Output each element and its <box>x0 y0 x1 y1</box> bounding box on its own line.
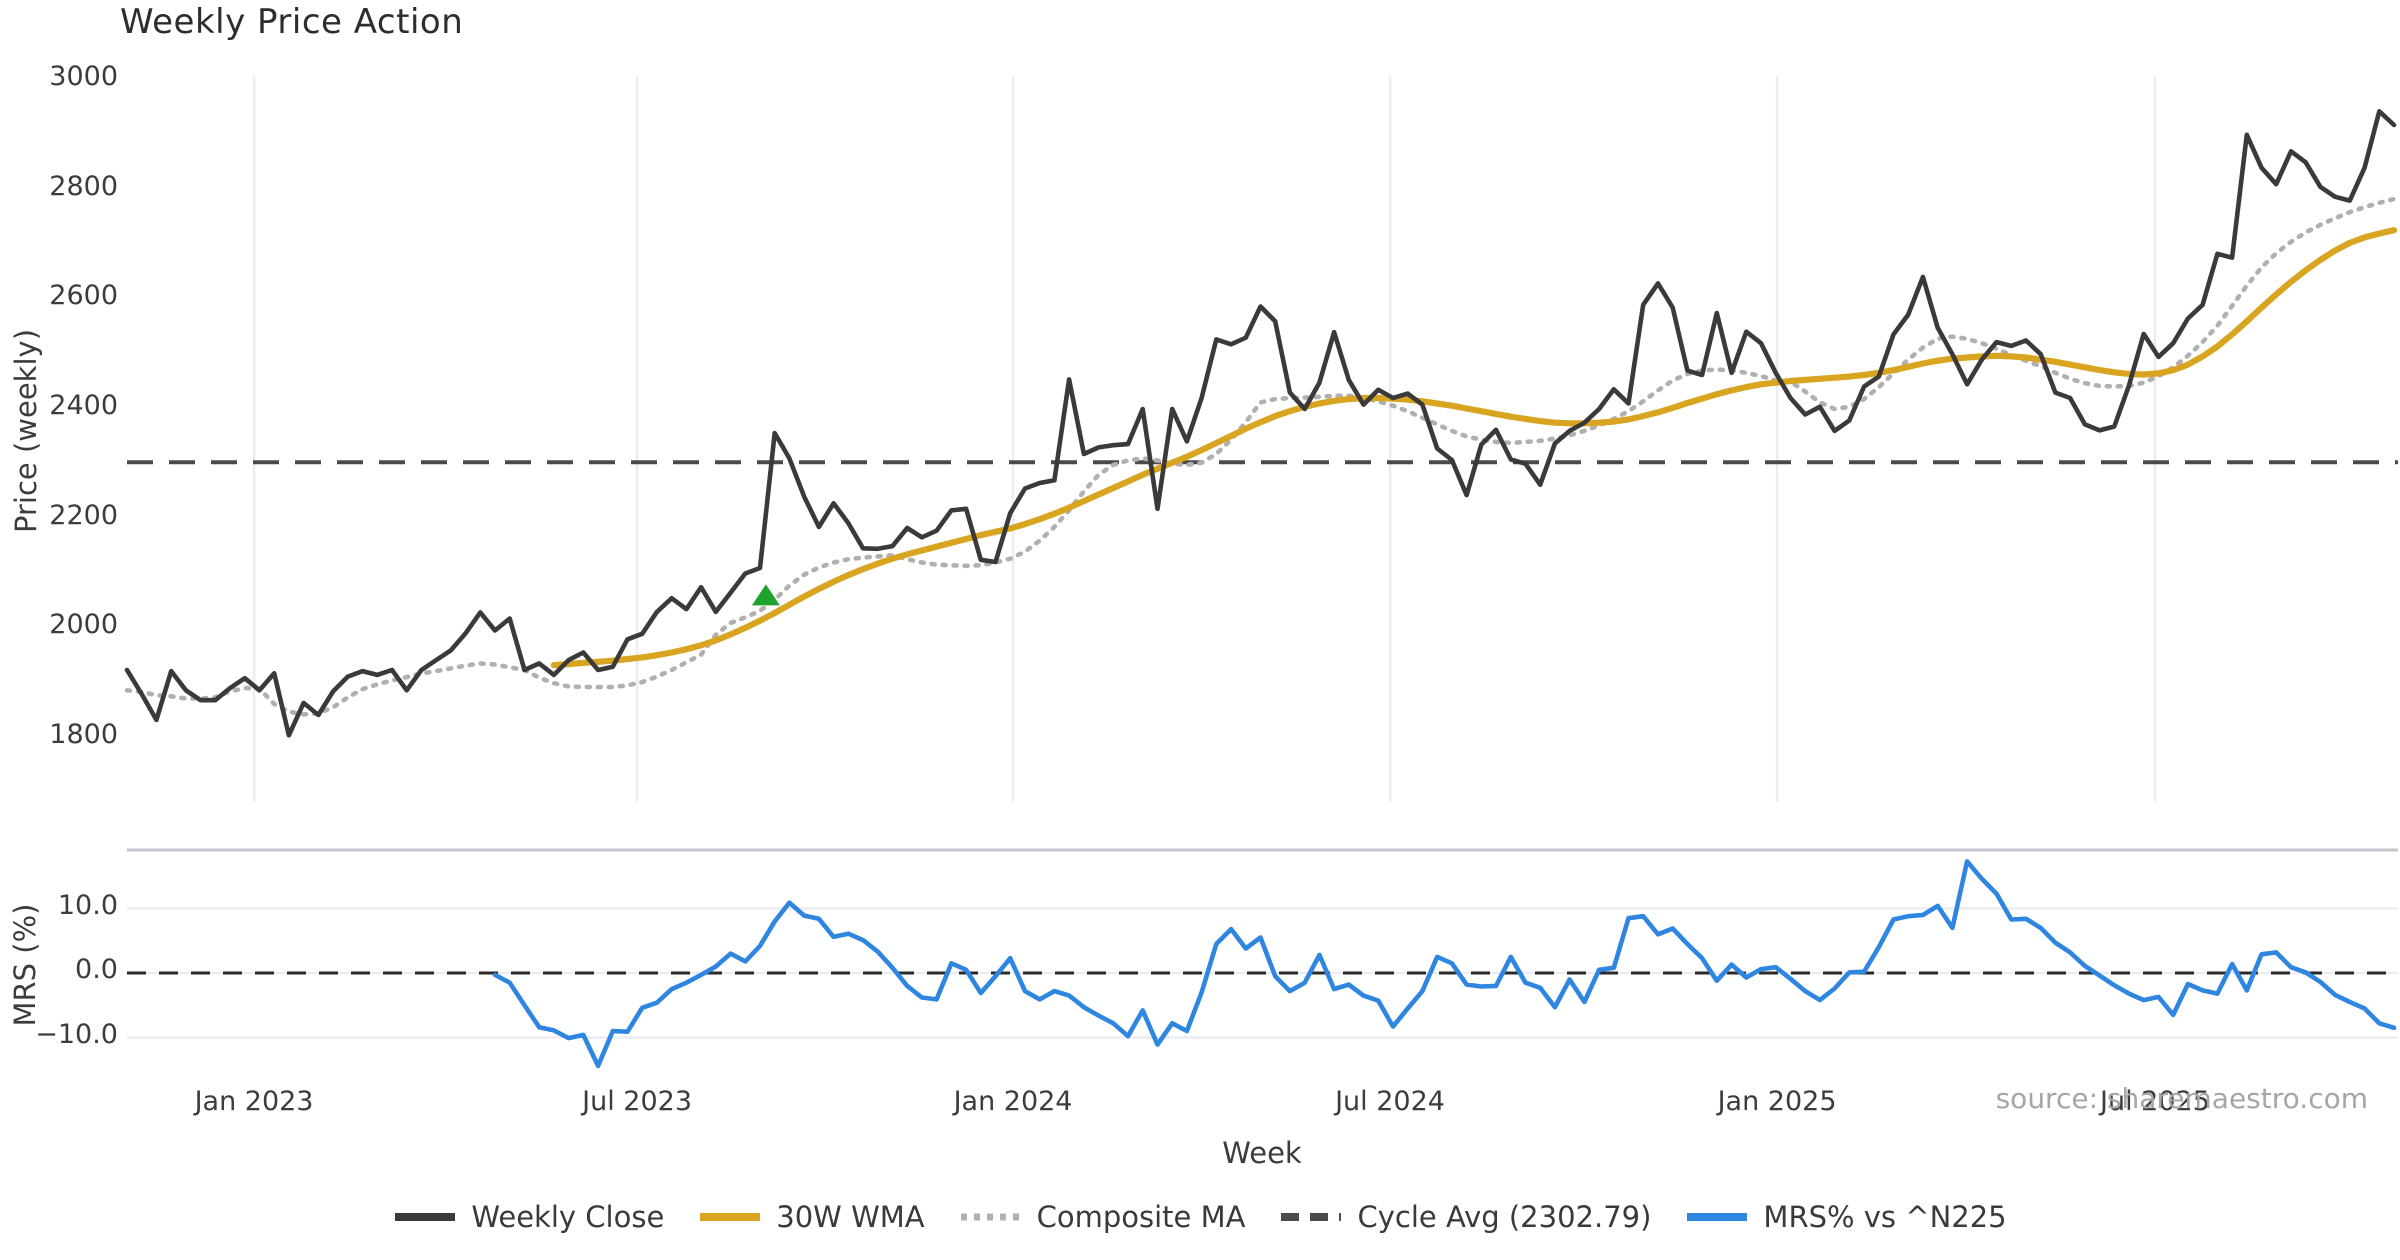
legend-swatch-solid-line-icon <box>700 1213 761 1221</box>
legend-item: 30W WMA <box>698 1200 925 1234</box>
buy-signal-triangle-icon <box>751 584 780 606</box>
legend-item: Composite MA <box>959 1200 1246 1234</box>
legend-swatch-solid-line-icon <box>395 1213 456 1221</box>
legend-swatch-dotted-line-icon <box>960 1213 1021 1221</box>
legend-label: Cycle Avg (2302.79) <box>1357 1200 1652 1234</box>
mrs-axis-label: MRS (%) <box>8 903 42 1027</box>
price-tick-label: 2400 <box>49 390 118 421</box>
mrs-tick-label: −10.0 <box>35 1018 118 1050</box>
mrs-tick-label: 0.0 <box>75 954 118 985</box>
mrs-line <box>492 859 2397 1069</box>
weekly-close-line <box>124 109 2397 738</box>
legend-item: MRS% vs ^N225 <box>1685 1200 2007 1234</box>
price-tick-label: 2600 <box>49 280 118 312</box>
price-tick-label: 1800 <box>49 719 118 750</box>
legend-label: Weekly Close <box>471 1200 665 1234</box>
x-tick-label: Jan 2025 <box>1717 1086 1837 1117</box>
price-axis-label: Price (weekly) <box>9 328 43 533</box>
x-tick-label: Jan 2024 <box>953 1086 1073 1117</box>
mrs-tick-label: 10.0 <box>57 889 118 921</box>
price-tick-label: 2200 <box>49 499 118 531</box>
legend-item: Weekly Close <box>393 1200 664 1234</box>
x-tick-label: Jan 2023 <box>194 1086 314 1117</box>
legend-label: 30W WMA <box>776 1200 925 1234</box>
x-tick-label: Jul 2025 <box>2100 1086 2210 1117</box>
legend-label: Composite MA <box>1036 1200 1246 1234</box>
price-tick-label: 2800 <box>49 170 118 202</box>
x-tick-label: Jul 2023 <box>582 1086 692 1117</box>
legend-swatch-solid-line-icon <box>1687 1213 1748 1221</box>
x-tick-label: Jul 2024 <box>1335 1086 1445 1117</box>
price-tick-label: 2000 <box>49 609 118 641</box>
composite-ma-line <box>124 196 2397 717</box>
chart-title: Weekly Price Action <box>120 2 464 42</box>
chart-legend: Weekly Close 30W WMA Composite MA Cycle Avg… <box>0 1200 2400 1234</box>
x-axis-label: Week <box>1222 1136 1302 1170</box>
price-tick-label: 3000 <box>49 61 118 92</box>
wma-30w-line <box>550 227 2398 669</box>
legend-label: MRS% vs ^N225 <box>1763 1200 2007 1234</box>
legend-item: Cycle Avg (2302.79) <box>1279 1200 1651 1234</box>
legend-swatch-dashed-line-icon <box>1281 1213 1342 1221</box>
source-credit: source: sharemaestro.com <box>1995 1082 2368 1115</box>
